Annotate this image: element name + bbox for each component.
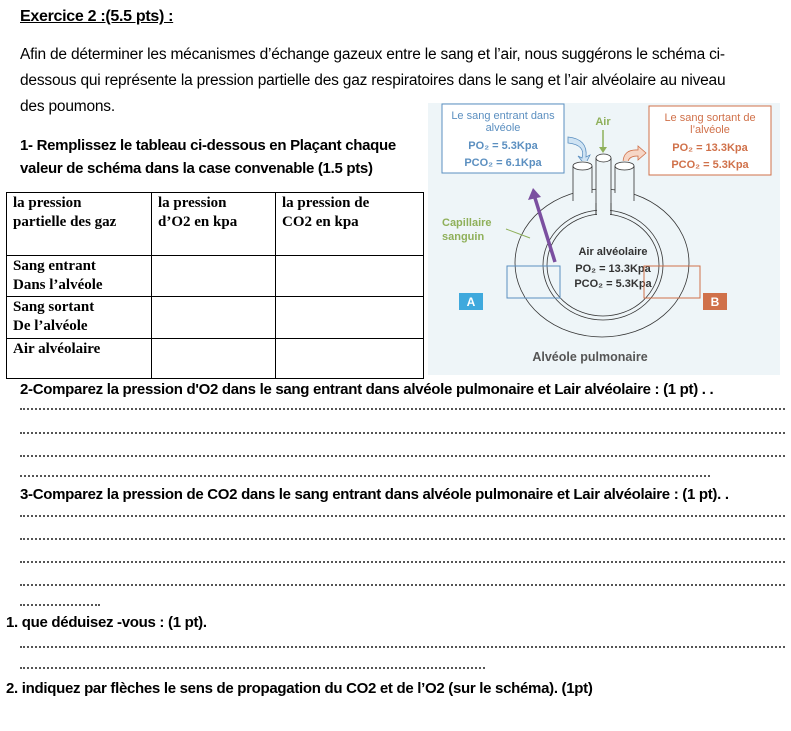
row-label: Sang entrant Dans l’alvéole — [6, 255, 152, 297]
answer-cell-o2[interactable] — [151, 338, 276, 379]
answer-cell-co2[interactable] — [275, 338, 424, 379]
alveolus-diagram: Le sang entrant dans alvéole PO₂ = 5.3Kp… — [428, 103, 780, 375]
blood-in-arrow-icon — [567, 136, 591, 166]
alveolar-air-title: Air alvéolaire — [578, 246, 647, 258]
question-1-line1: 1- Remplissez le tableau ci-dessous en P… — [20, 137, 396, 154]
answer-line[interactable] — [20, 404, 785, 410]
answer-line[interactable] — [20, 428, 785, 434]
answer-line[interactable] — [20, 471, 710, 477]
leaving-pco2: PCO₂ = 5.3Kpa — [671, 159, 749, 171]
alveolar-pco2: PCO₂ = 5.3Kpa — [574, 278, 652, 290]
answer-line[interactable] — [20, 642, 785, 648]
header-cell: la pression partielle des gaz — [6, 192, 152, 256]
question-2: 2-Comparez la pression d'O2 dans le sang… — [20, 381, 714, 398]
row-label: Sang sortant De l’alvéole — [6, 296, 152, 339]
capillary-pointer — [505, 228, 531, 239]
table-row: Air alvéolaire — [6, 338, 424, 379]
answer-cell-co2[interactable] — [275, 296, 424, 339]
capillary-label-1: Capillaire — [442, 217, 492, 229]
intro-line: Afin de déterminer les mécanismes d’écha… — [20, 46, 725, 63]
zone-a-box — [506, 265, 561, 299]
question-1-line2: valeur de schéma dans la case convenable… — [20, 160, 373, 177]
label-a: A — [467, 295, 476, 309]
question-4: 1. que déduisez -vous : (1 pt). — [6, 614, 207, 631]
answer-cell-co2[interactable] — [275, 255, 424, 297]
pressure-table: la pression partielle des gaz la pression… — [6, 192, 424, 379]
answer-line[interactable] — [20, 451, 785, 457]
label-b: B — [711, 295, 720, 309]
table-header-row: la pression partielle des gaz la pression… — [6, 192, 424, 256]
label-a-badge — [459, 293, 483, 310]
intro-paragraph: Afin de déterminer les mécanismes d’écha… — [20, 42, 790, 120]
zone-b-box — [643, 265, 701, 299]
entering-blood-box — [441, 103, 565, 174]
answer-line[interactable] — [20, 663, 485, 669]
entering-label-1: Le sang entrant dans — [451, 110, 555, 122]
row-label: Air alvéolaire — [6, 338, 152, 379]
entering-label-2: alvéole — [486, 122, 521, 134]
leaving-po2: PO₂ = 13.3Kpa — [672, 142, 748, 154]
question-3: 3-Comparez la pression de CO2 dans le sa… — [20, 486, 729, 503]
answer-line[interactable] — [20, 580, 785, 586]
answer-cell-o2[interactable] — [151, 255, 276, 297]
exercise-title: Exercice 2 :(5.5 pts) : — [20, 8, 174, 25]
air-label: Air — [595, 116, 611, 128]
leaving-label-2: l’alvéole — [690, 124, 730, 136]
intro-line: des poumons. — [20, 98, 115, 115]
answer-line[interactable] — [20, 600, 100, 606]
table-row: Sang entrant Dans l’alvéole — [6, 255, 424, 297]
answer-cell-o2[interactable] — [151, 296, 276, 339]
header-cell: la pression de CO2 en kpa — [275, 192, 424, 256]
leaving-label-1: Le sang sortant de — [664, 112, 755, 124]
entering-po2: PO₂ = 5.3Kpa — [468, 140, 538, 152]
diagram-caption: Alvéole pulmonaire — [532, 350, 647, 364]
purple-arrow — [533, 197, 557, 263]
answer-line[interactable] — [20, 534, 785, 540]
answer-line[interactable] — [20, 511, 785, 517]
leaving-blood-box — [648, 105, 772, 176]
label-b-badge — [703, 293, 727, 310]
capillary-label-2: sanguin — [442, 231, 484, 243]
question-5: 2. indiquez par flèches le sens de propa… — [6, 680, 593, 697]
entering-pco2: PCO₂ = 6.1Kpa — [464, 157, 542, 169]
intro-line: dessous qui représente la pression parti… — [20, 72, 726, 89]
table-row: Sang sortant De l’alvéole — [6, 296, 424, 339]
answer-line[interactable] — [20, 557, 785, 563]
blood-out-arrow-icon — [622, 145, 647, 164]
header-cell: la pression d’O2 en kpa — [151, 192, 276, 256]
alveolar-po2: PO₂ = 13.3Kpa — [575, 263, 651, 275]
